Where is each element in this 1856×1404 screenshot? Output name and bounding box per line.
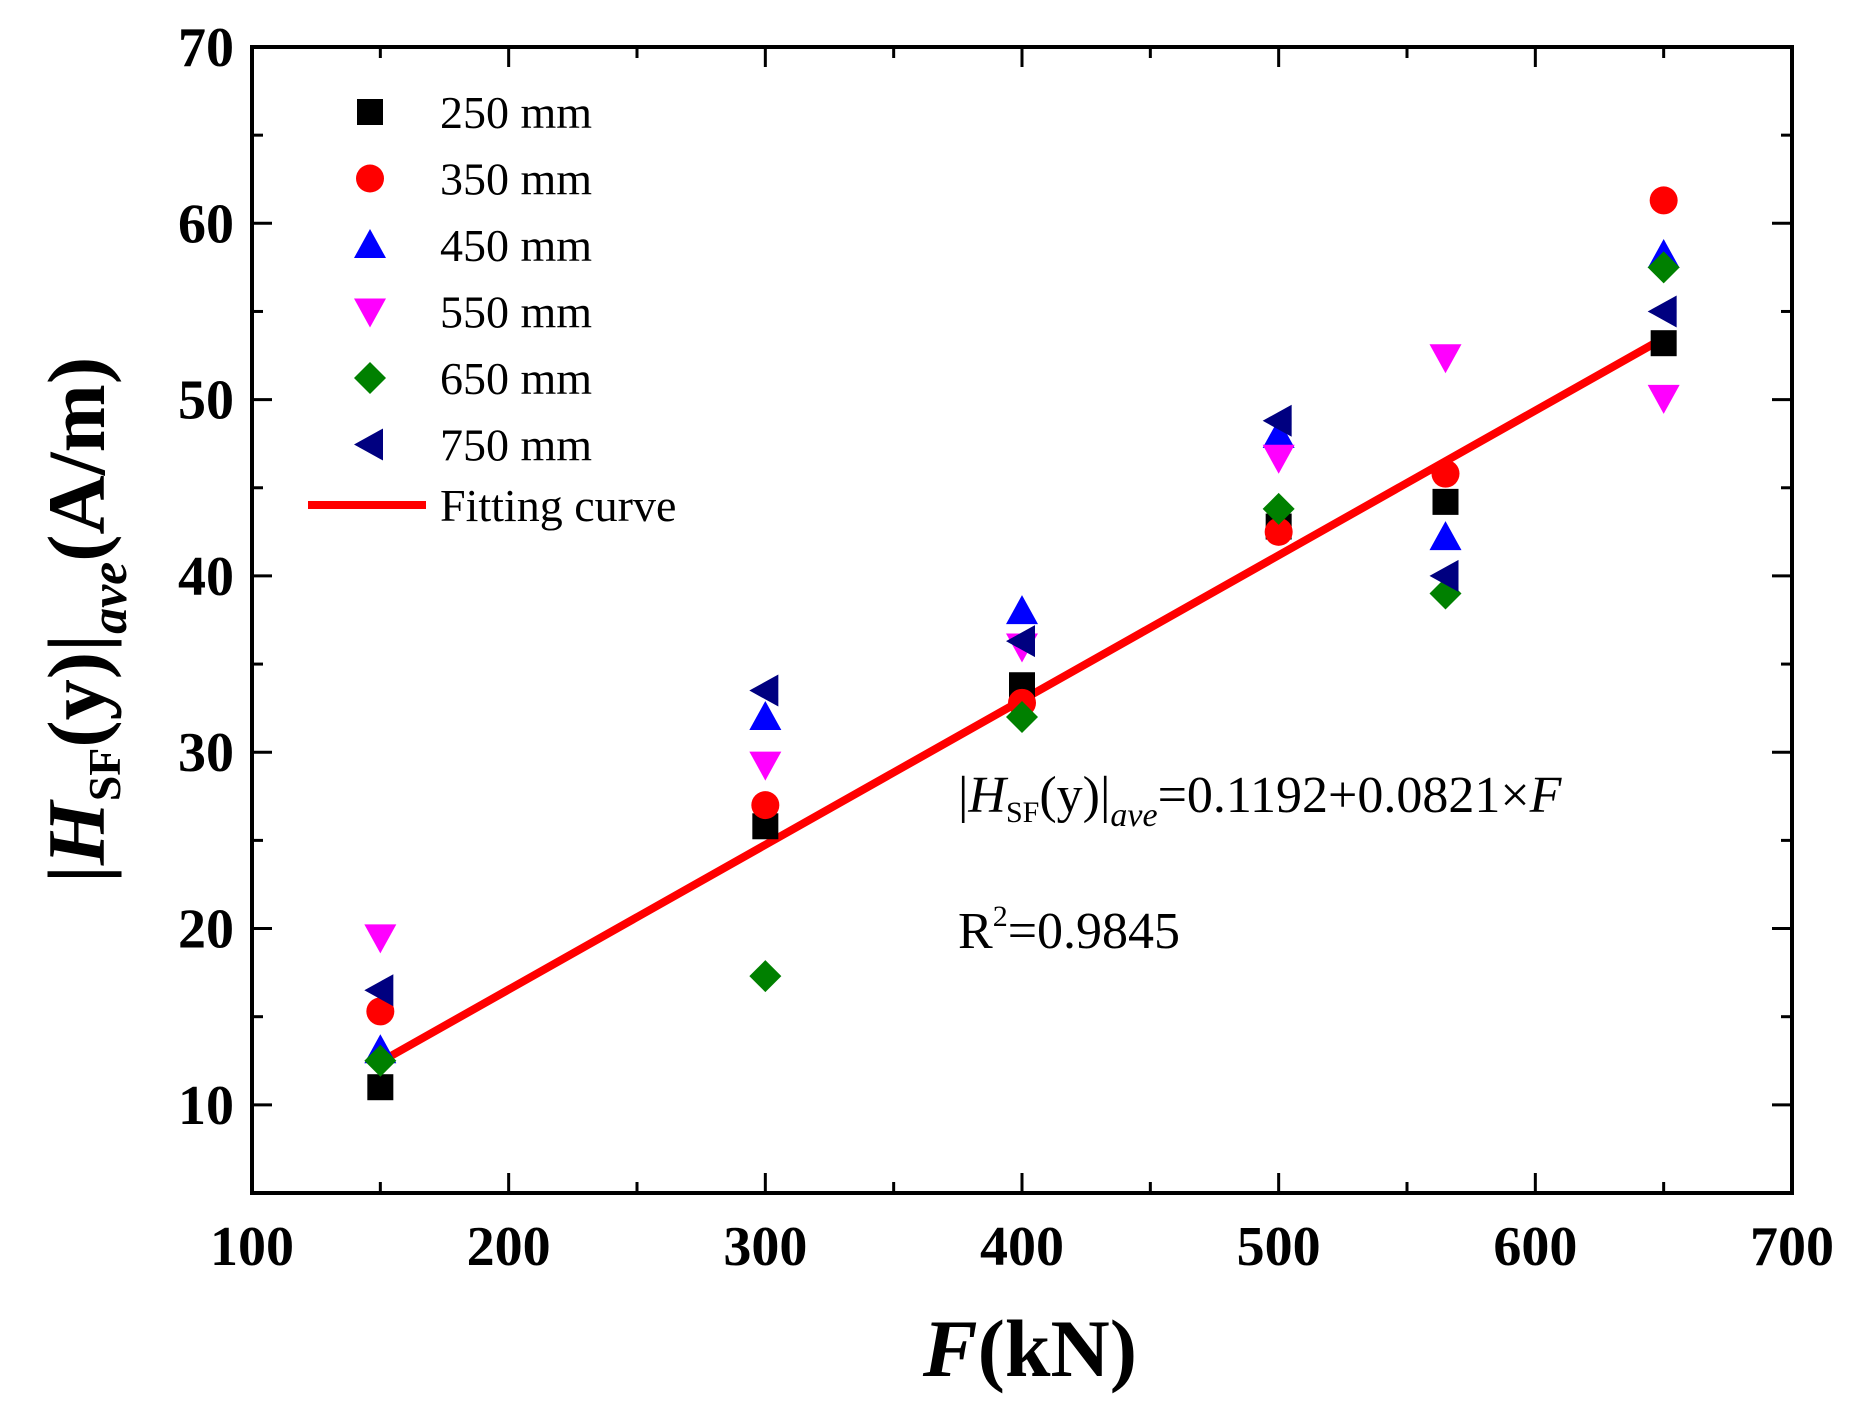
data-point-250-mm [1650,330,1677,357]
y-tick-label: 70 [178,17,234,79]
r2-rhs: =0.9845 [1008,903,1180,960]
y-title-unit: (A/m) [31,357,122,562]
data-points [364,186,1680,1101]
data-point-650-mm [749,960,782,993]
data-point-750-mm [364,974,394,1007]
data-point-350-mm [751,791,780,820]
data-point-550-mm [1262,444,1295,474]
legend-marker-650-mm [354,362,386,394]
legend-label-250-mm: 250 mm [440,87,592,138]
x-tick-label: 500 [1237,1216,1321,1278]
data-point-350-mm [366,997,395,1026]
legend-marker-450-mm [354,229,386,258]
y-title-arg: (y) [31,652,122,748]
fit-equation: |HSF(y)|ave=0.1192+0.0821×F [958,767,1563,834]
y-title-pipe-left: | [31,865,122,883]
eq-var: H [967,767,1008,824]
eq-pipe-left: | [958,767,968,824]
eq-rhs-var: F [1529,767,1563,824]
eq-sub: SF [1006,796,1039,829]
r2-sup: 2 [993,900,1008,933]
y-title-pipe-right: | [31,634,122,652]
data-point-550-mm [749,751,782,781]
data-point-250-mm [367,1074,394,1101]
data-point-750-mm [1429,559,1459,592]
y-title-sub: SF [79,748,130,802]
legend: 250 mm 350 mm 450 mm 550 mm 650 mm 750 mm Fitt… [308,87,676,531]
y-title-var: H [31,799,122,866]
data-point-750-mm [749,674,779,707]
data-point-550-mm [364,924,397,954]
y-tick-label: 40 [178,546,234,608]
data-point-250-mm [1432,488,1459,515]
data-point-350-mm [1431,459,1460,488]
legend-marker-350-mm [356,164,384,193]
legend-label-550-mm: 550 mm [440,287,592,338]
data-point-450-mm [1429,521,1462,551]
x-title-unit: (kN) [978,1303,1137,1394]
y-tick-label: 10 [178,1075,234,1137]
y-title-subscript: ave [81,562,138,634]
data-point-350-mm [1264,517,1293,546]
data-point-750-mm [1647,295,1677,328]
data-point-550-mm [1429,344,1462,374]
x-tick-label: 100 [210,1216,294,1278]
legend-marker-250-mm [357,99,383,125]
x-tick-label: 400 [980,1216,1064,1278]
data-point-650-mm [364,1044,397,1077]
legend-marker-750-mm [354,428,383,461]
data-point-450-mm [1006,595,1038,625]
r2-base: R [958,903,993,960]
data-point-650-mm [1006,700,1038,733]
data-point-550-mm [1647,384,1680,414]
x-tick-label: 600 [1493,1216,1577,1278]
data-point-350-mm [1649,186,1678,215]
legend-label-650-mm: 650 mm [440,353,592,404]
eq-arg: (y) [1039,767,1100,824]
axis-ticks [250,45,1794,1195]
x-title-var: F [922,1303,978,1394]
eq-pipe-right: | [1100,767,1110,824]
axis-tick-labels: 100 200 300 400 500 600 700 10 20 30 40 50 60 70 [178,17,1834,1278]
legend-label-fitting-curve: Fitting curve [440,480,676,531]
y-tick-label: 20 [178,899,234,961]
x-tick-label: 200 [467,1216,551,1278]
legend-label-450-mm: 450 mm [440,220,592,271]
eq-rhs: =0.1192+0.0821× [1158,767,1530,824]
legend-marker-550-mm [354,298,386,328]
data-point-750-mm [1006,625,1035,658]
eq-subscript: ave [1110,797,1157,834]
legend-label-350-mm: 350 mm [440,154,592,205]
data-point-650-mm [1262,492,1295,525]
x-tick-label: 700 [1750,1216,1834,1278]
legend-label-750-mm: 750 mm [440,420,592,471]
data-point-750-mm [1262,404,1292,437]
fit-r2: R2=0.9845 [958,900,1180,960]
data-point-450-mm [749,700,782,730]
y-tick-label: 30 [178,722,234,784]
x-axis-title: F(kN) [922,1303,1137,1394]
y-tick-label: 50 [178,370,234,432]
data-point-450-mm [1262,418,1295,448]
data-point-650-mm [1647,251,1680,284]
y-tick-label: 60 [178,193,234,255]
y-axis-title: |HSF(y)|ave(A/m) [31,357,138,883]
x-tick-label: 300 [723,1216,807,1278]
